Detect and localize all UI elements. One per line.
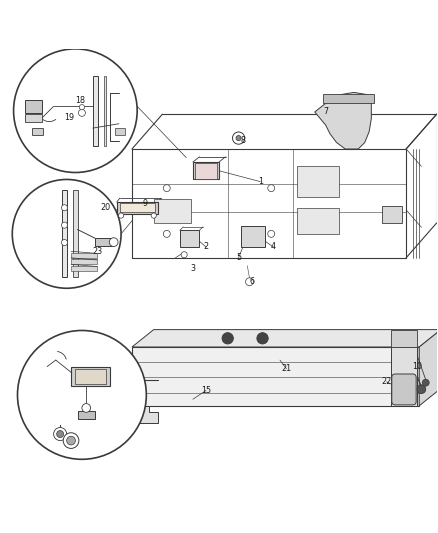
Bar xyxy=(154,199,191,223)
Text: 20: 20 xyxy=(101,203,111,212)
Text: 21: 21 xyxy=(281,364,292,373)
Circle shape xyxy=(233,132,245,144)
Text: 19: 19 xyxy=(64,112,74,122)
Circle shape xyxy=(151,213,156,218)
Bar xyxy=(120,204,155,212)
Text: 15: 15 xyxy=(201,386,211,395)
Text: 23: 23 xyxy=(92,247,102,256)
Circle shape xyxy=(246,278,253,286)
Bar xyxy=(32,128,43,135)
Circle shape xyxy=(14,49,137,173)
Circle shape xyxy=(61,239,67,246)
Text: 18: 18 xyxy=(75,96,85,105)
Text: 8: 8 xyxy=(240,136,245,145)
Bar xyxy=(115,128,125,135)
Circle shape xyxy=(61,205,67,211)
Circle shape xyxy=(63,433,79,448)
Circle shape xyxy=(163,230,170,237)
Bar xyxy=(93,76,98,146)
Circle shape xyxy=(79,104,85,110)
Bar xyxy=(75,369,106,384)
Polygon shape xyxy=(193,162,219,180)
Circle shape xyxy=(57,431,64,438)
Circle shape xyxy=(12,180,121,288)
Circle shape xyxy=(110,238,118,246)
Circle shape xyxy=(268,184,275,192)
Bar xyxy=(391,347,417,406)
Bar xyxy=(382,206,402,223)
Bar xyxy=(73,190,78,277)
Bar xyxy=(71,259,97,264)
Polygon shape xyxy=(132,347,419,406)
Text: 10: 10 xyxy=(412,362,422,371)
Bar xyxy=(180,230,199,247)
Polygon shape xyxy=(132,406,158,423)
Text: 7: 7 xyxy=(323,108,328,117)
Polygon shape xyxy=(117,202,158,214)
Circle shape xyxy=(118,213,124,218)
Polygon shape xyxy=(315,92,371,149)
Polygon shape xyxy=(419,329,438,406)
Circle shape xyxy=(18,330,146,459)
Bar xyxy=(71,367,110,386)
Circle shape xyxy=(268,230,275,237)
Bar xyxy=(195,163,217,179)
Circle shape xyxy=(163,184,170,192)
Circle shape xyxy=(61,222,67,228)
Bar xyxy=(62,190,67,277)
Circle shape xyxy=(422,379,429,386)
Text: 22: 22 xyxy=(381,377,392,386)
Bar xyxy=(95,238,113,246)
Text: 1: 1 xyxy=(258,177,263,186)
Bar xyxy=(25,114,42,122)
Bar xyxy=(323,94,374,103)
Circle shape xyxy=(53,427,67,441)
Bar xyxy=(25,100,42,113)
FancyBboxPatch shape xyxy=(392,374,416,405)
Bar xyxy=(241,226,265,247)
Bar xyxy=(71,253,97,258)
Circle shape xyxy=(67,436,75,445)
Text: 5: 5 xyxy=(236,253,241,262)
Text: 4: 4 xyxy=(271,243,276,252)
Bar xyxy=(297,208,339,234)
Circle shape xyxy=(82,403,91,413)
Text: 6: 6 xyxy=(249,277,254,286)
Bar xyxy=(104,76,106,146)
Bar xyxy=(71,265,97,271)
Circle shape xyxy=(236,135,241,141)
Bar xyxy=(391,329,417,347)
Bar xyxy=(297,166,339,197)
Text: 2: 2 xyxy=(203,243,208,252)
Text: 9: 9 xyxy=(142,199,148,208)
Text: 3: 3 xyxy=(191,264,195,273)
Polygon shape xyxy=(132,329,438,347)
Circle shape xyxy=(181,252,187,258)
Circle shape xyxy=(417,385,426,393)
Bar xyxy=(78,411,95,419)
Circle shape xyxy=(257,333,268,344)
Circle shape xyxy=(222,333,233,344)
Circle shape xyxy=(78,109,85,116)
